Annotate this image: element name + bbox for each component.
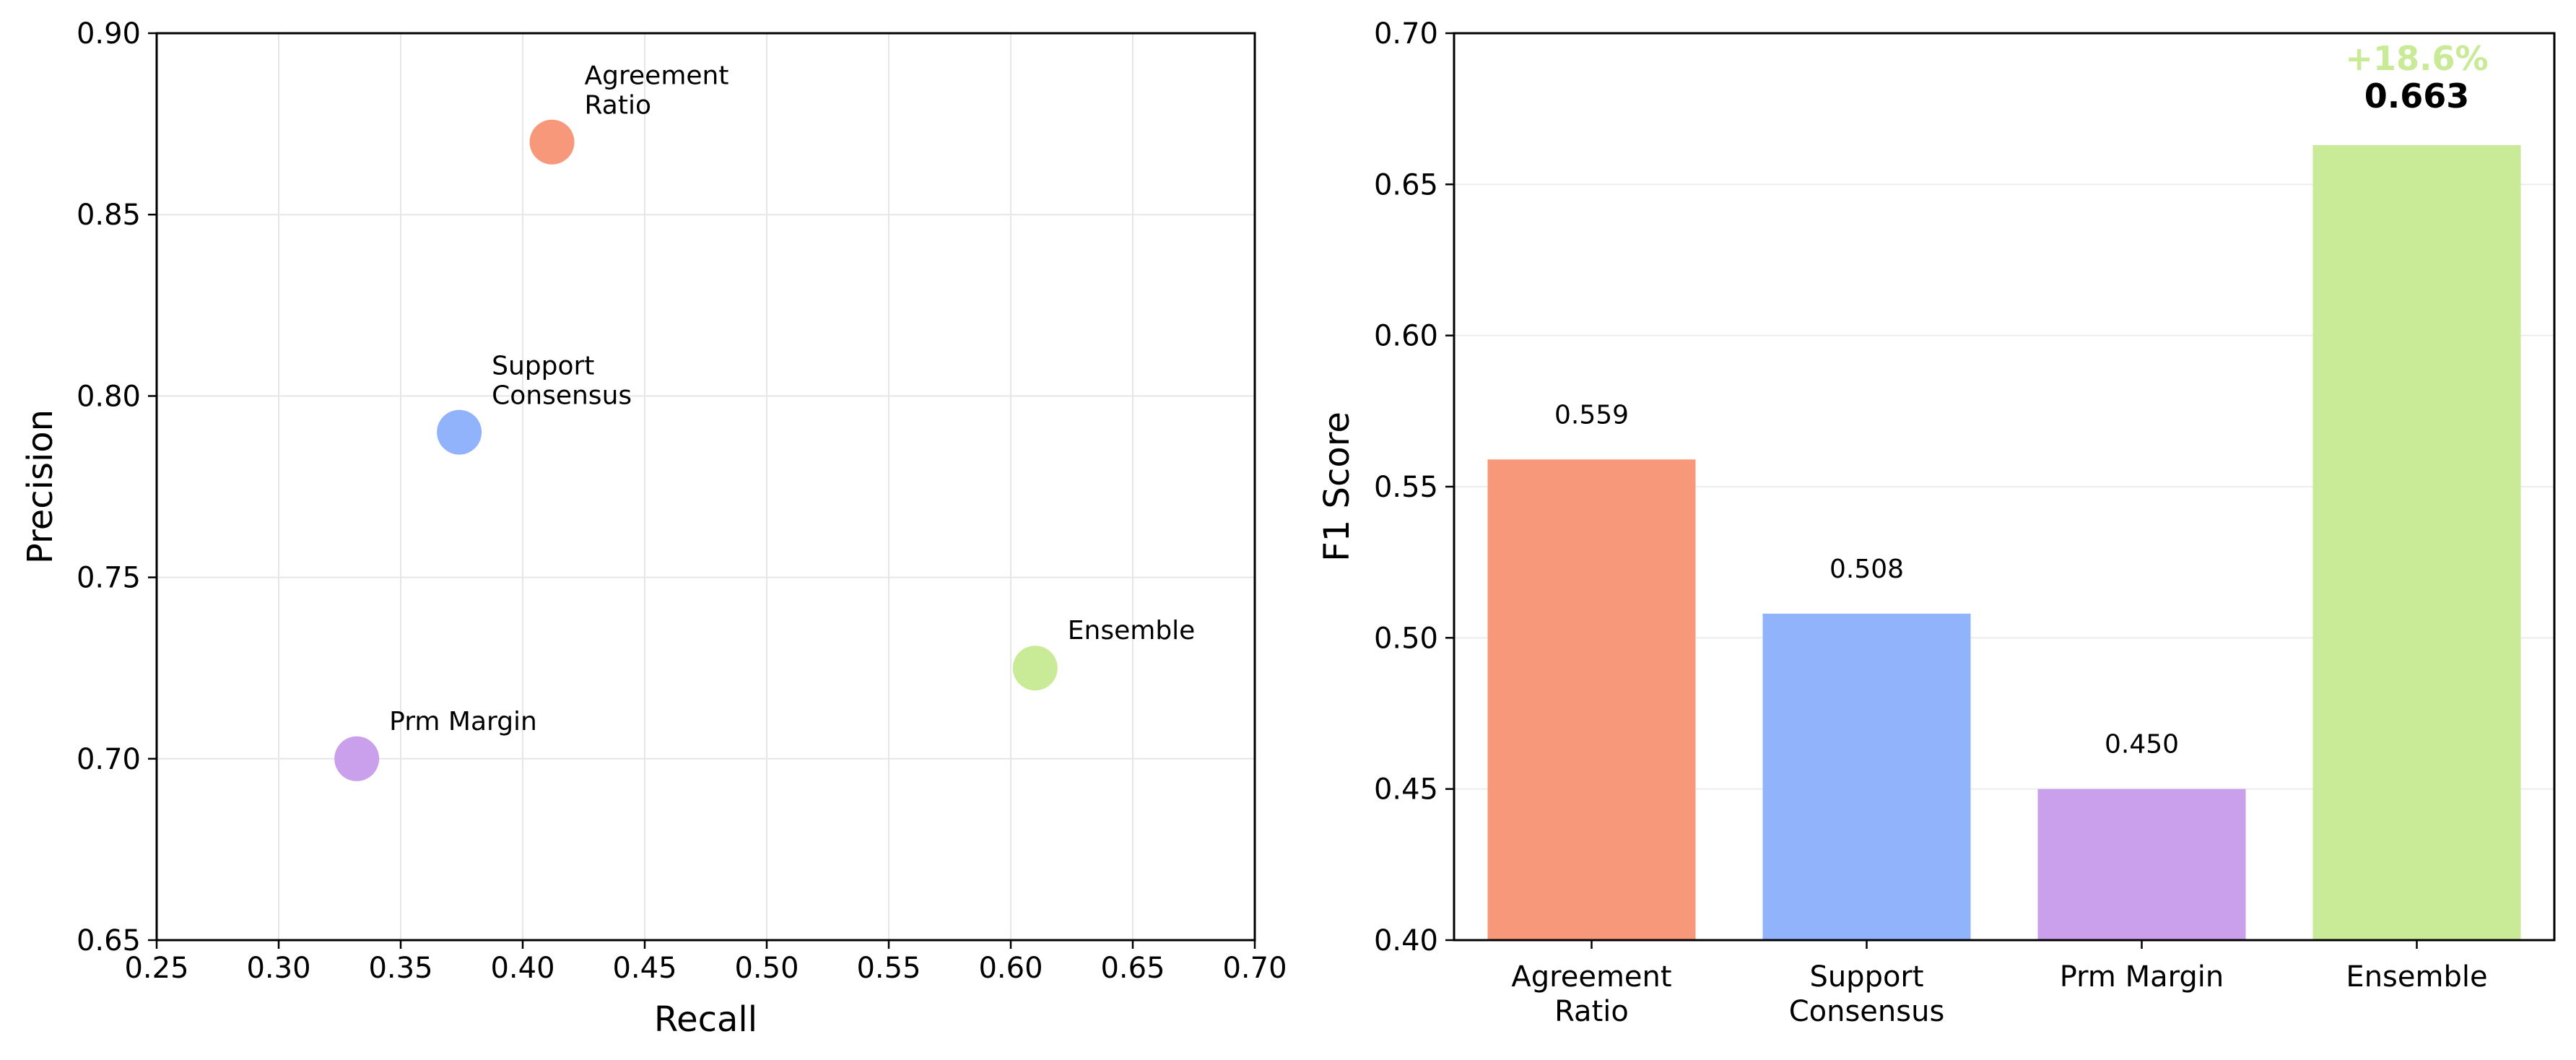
bar <box>1487 459 1696 940</box>
scatter-xtick-label: 0.30 <box>246 952 310 985</box>
bar-ytick-label: 0.40 <box>1374 924 1438 957</box>
scatter-xtick-label: 0.70 <box>1222 952 1287 985</box>
bar-ytick-label: 0.45 <box>1374 773 1438 807</box>
bar-category-label: Consensus <box>1789 995 1945 1028</box>
scatter-y-axis-label: Precision <box>20 409 61 564</box>
scatter-point <box>1012 646 1058 691</box>
bar-ytick-label: 0.60 <box>1374 320 1438 353</box>
bar-ytick-label: 0.70 <box>1374 17 1438 51</box>
scatter-point-label: Prm Margin <box>389 707 537 737</box>
scatter-xtick-label: 0.25 <box>124 952 188 985</box>
scatter-point-label: Support <box>492 352 594 381</box>
bar <box>1762 613 1971 940</box>
bar-gain-label: +18.6% <box>2345 39 2488 78</box>
scatter-xtick-label: 0.50 <box>734 952 799 985</box>
scatter-point-label: Ratio <box>585 91 651 121</box>
scatter-ytick-label: 0.90 <box>77 17 141 51</box>
bar-category-label: Support <box>1809 960 1923 994</box>
scatter-point-label: Agreement <box>585 61 729 91</box>
scatter-xtick-label: 0.65 <box>1100 952 1165 985</box>
bar-ytick-label: 0.55 <box>1374 471 1438 504</box>
scatter-xtick-label: 0.45 <box>612 952 676 985</box>
scatter-point <box>529 119 575 165</box>
scatter-xtick-label: 0.60 <box>978 952 1043 985</box>
scatter-point <box>437 409 482 455</box>
scatter-ytick-label: 0.75 <box>77 562 141 595</box>
scatter-panel: 0.25 0.30 0.35 0.40 0.45 0.50 0.55 0.60 0.65 0.70… <box>20 17 1287 1040</box>
scatter-x-axis-label: Recall <box>654 999 757 1040</box>
bar <box>2312 144 2521 941</box>
bar-value-label: 0.559 <box>1554 400 1629 430</box>
bar-ytick-label: 0.50 <box>1374 622 1438 655</box>
bar-category-label: Agreement <box>1511 960 1671 994</box>
bar-value-label: 0.450 <box>2105 730 2179 760</box>
scatter-point-label: Ensemble <box>1068 616 1196 646</box>
scatter-ytick-label: 0.70 <box>77 743 141 776</box>
bar-category-label: Ensemble <box>2346 960 2487 994</box>
bar-ytick-label: 0.65 <box>1374 168 1438 201</box>
scatter-ytick-label: 0.85 <box>77 199 141 232</box>
scatter-ytick-label: 0.80 <box>77 380 141 413</box>
scatter-xtick-label: 0.35 <box>368 952 432 985</box>
scatter-point-label: Consensus <box>492 381 632 411</box>
bar-category-label: Ratio <box>1554 995 1629 1028</box>
scatter-xtick-label: 0.55 <box>856 952 921 985</box>
bar-y-axis-label: F1 Score <box>1317 412 1357 562</box>
scatter-frame <box>155 32 1256 942</box>
bar <box>2037 789 2246 940</box>
bar-value-label: 0.663 <box>2364 77 2470 116</box>
scatter-point <box>334 736 380 781</box>
bar-category-label: Prm Margin <box>2060 960 2224 994</box>
bar-value-label: 0.508 <box>1829 555 1904 584</box>
scatter-xtick-label: 0.40 <box>490 952 554 985</box>
scatter-ytick-label: 0.65 <box>77 924 141 957</box>
